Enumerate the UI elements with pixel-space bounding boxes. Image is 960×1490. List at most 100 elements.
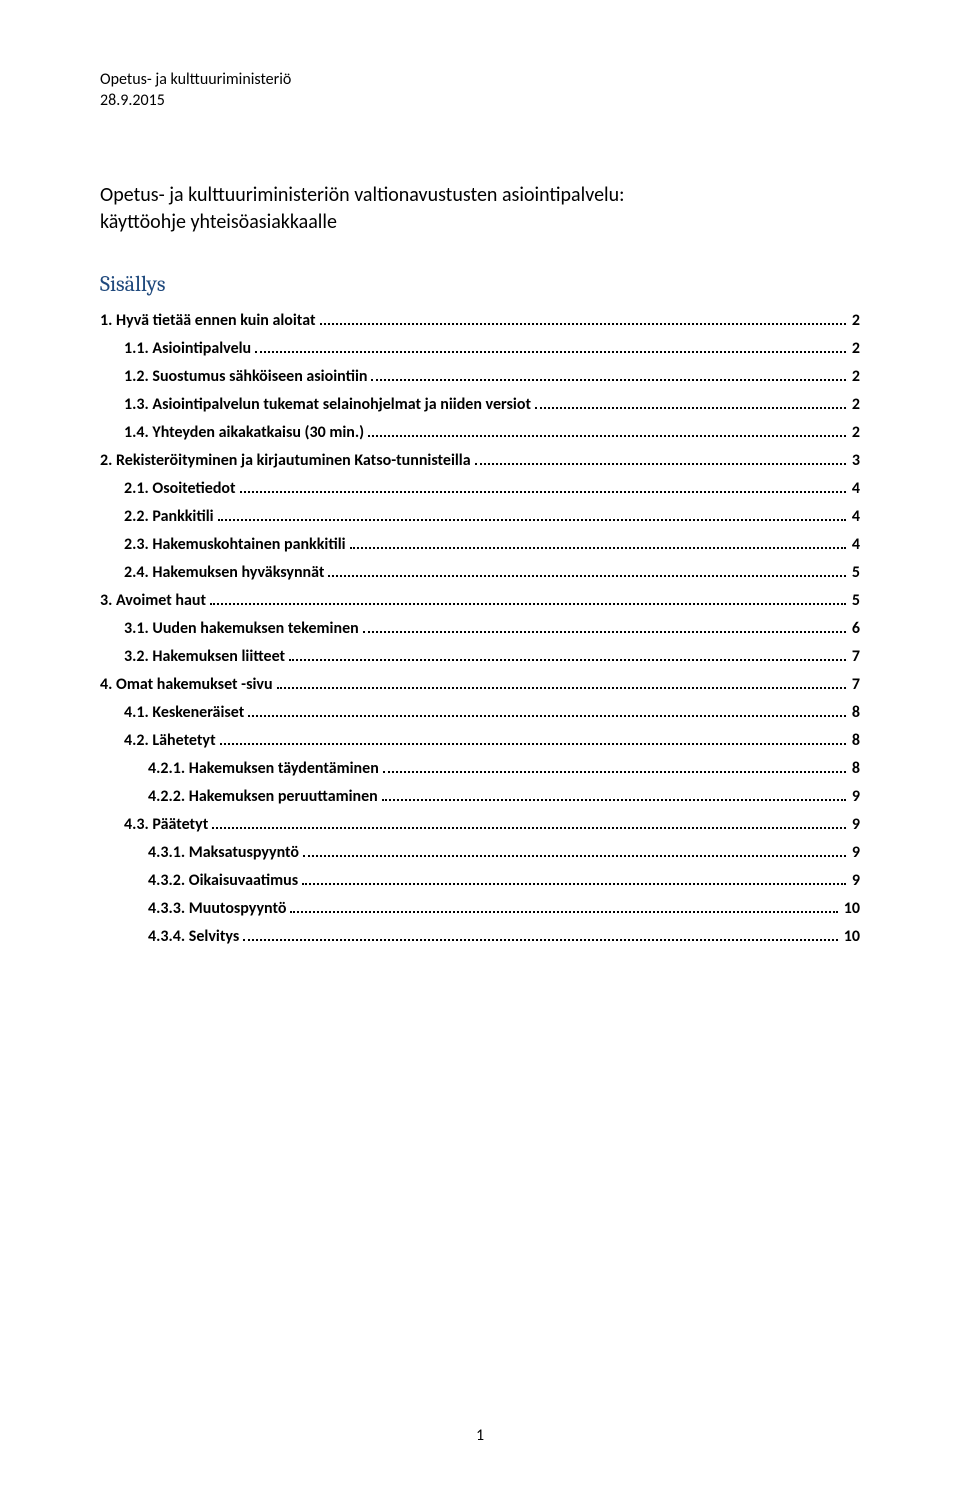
toc-entry: 2.2. Pankkitili 4 <box>100 507 860 526</box>
toc-entry-label: 4.2.2. Hakemuksen peruuttaminen <box>148 787 378 806</box>
toc-entry: 2. Rekisteröityminen ja kirjautuminen Ka… <box>100 451 860 470</box>
toc-entry-page: 9 <box>850 871 860 890</box>
toc-entry-page: 7 <box>850 675 860 694</box>
toc-entry-label: 2.3. Hakemuskohtainen pankkitili <box>124 535 346 554</box>
toc-entry: 2.1. Osoitetiedot 4 <box>100 479 860 498</box>
toc-entry-page: 9 <box>850 843 860 862</box>
toc-dot-leader <box>220 743 846 745</box>
toc-entry: 2.4. Hakemuksen hyväksynnät 5 <box>100 563 860 582</box>
toc-entry: 2.3. Hakemuskohtainen pankkitili 4 <box>100 535 860 554</box>
toc-dot-leader <box>303 855 846 857</box>
toc-entry: 4.1. Keskeneräiset 8 <box>100 703 860 722</box>
toc-entry-page: 3 <box>850 451 860 470</box>
toc-entry-page: 4 <box>850 535 860 554</box>
toc-entry-page: 2 <box>850 367 860 386</box>
toc-entry-page: 10 <box>842 899 860 918</box>
toc-dot-leader <box>350 547 846 549</box>
toc-entry-label: 4.3.4. Selvitys <box>148 927 239 946</box>
toc-entry: 1.4. Yhteyden aikakatkaisu (30 min.) 2 <box>100 423 860 442</box>
toc-dot-leader <box>363 631 846 633</box>
toc-entry: 1.1. Asiointipalvelu 2 <box>100 339 860 358</box>
toc-dot-leader <box>328 575 845 577</box>
toc-entry-page: 8 <box>850 759 860 778</box>
toc-dot-leader <box>368 435 846 437</box>
toc-entry-label: 4.1. Keskeneräiset <box>124 703 244 722</box>
toc-entry-page: 4 <box>850 479 860 498</box>
toc-entry-page: 8 <box>850 703 860 722</box>
toc-dot-leader <box>212 827 846 829</box>
table-of-contents: 1. Hyvä tietää ennen kuin aloitat21.1. A… <box>100 311 860 946</box>
toc-dot-leader <box>383 771 846 773</box>
toc-entry-label: 4. Omat hakemukset -sivu <box>100 675 273 694</box>
toc-entry-label: 2.4. Hakemuksen hyväksynnät <box>124 563 324 582</box>
toc-dot-leader <box>218 519 846 521</box>
document-header: Opetus- ja kulttuuriministeriö 28.9.2015 <box>100 70 860 112</box>
toc-entry-page: 7 <box>850 647 860 666</box>
toc-entry: 4.3.2. Oikaisuvaatimus 9 <box>100 871 860 890</box>
toc-entry-label: 4.3.1. Maksatuspyyntö <box>148 843 299 862</box>
toc-entry-page: 9 <box>850 787 860 806</box>
toc-entry-label: 2.2. Pankkitili <box>124 507 214 526</box>
toc-dot-leader <box>210 603 846 605</box>
toc-entry-label: 1.4. Yhteyden aikakatkaisu (30 min.) <box>124 423 364 442</box>
toc-entry-label: 2. Rekisteröityminen ja kirjautuminen Ka… <box>100 451 471 470</box>
toc-entry-label: 1.1. Asiointipalvelu <box>124 339 251 358</box>
toc-entry-page: 8 <box>850 731 860 750</box>
toc-dot-leader <box>320 323 846 325</box>
toc-entry-page: 2 <box>850 423 860 442</box>
toc-dot-leader <box>289 659 846 661</box>
toc-entry-page: 2 <box>850 339 860 358</box>
toc-entry-page: 2 <box>850 311 860 330</box>
toc-dot-leader <box>240 491 846 493</box>
toc-dot-leader <box>302 883 846 885</box>
toc-dot-leader <box>371 379 845 381</box>
toc-dot-leader <box>535 407 846 409</box>
toc-dot-leader <box>475 463 846 465</box>
toc-entry: 4.3.3. Muutospyyntö 10 <box>100 899 860 918</box>
toc-entry: 1. Hyvä tietää ennen kuin aloitat 2 <box>100 311 860 330</box>
document-title: Opetus- ja kulttuuriministeriön valtiona… <box>100 182 860 236</box>
toc-entry-label: 4.3.3. Muutospyyntö <box>148 899 286 918</box>
toc-dot-leader <box>243 939 838 941</box>
toc-entry-label: 3. Avoimet haut <box>100 591 206 610</box>
toc-entry: 4.2.2. Hakemuksen peruuttaminen 9 <box>100 787 860 806</box>
toc-entry-page: 4 <box>850 507 860 526</box>
toc-entry-label: 4.3. Päätetyt <box>124 815 208 834</box>
toc-dot-leader <box>277 687 846 689</box>
toc-heading: Sisällys <box>100 271 860 297</box>
toc-entry-page: 10 <box>842 927 860 946</box>
toc-entry-label: 1.2. Suostumus sähköiseen asiointiin <box>124 367 367 386</box>
toc-entry-page: 5 <box>850 563 860 582</box>
toc-entry-label: 3.1. Uuden hakemuksen tekeminen <box>124 619 359 638</box>
toc-entry: 4.2. Lähetetyt 8 <box>100 731 860 750</box>
toc-entry-label: 1. Hyvä tietää ennen kuin aloitat <box>100 311 316 330</box>
toc-entry-label: 4.2. Lähetetyt <box>124 731 216 750</box>
page-number: 1 <box>476 1426 484 1445</box>
title-line-2: käyttöohje yhteisöasiakkaalle <box>100 209 860 236</box>
toc-dot-leader <box>255 351 846 353</box>
toc-entry: 1.3. Asiointipalvelun tukemat selainohje… <box>100 395 860 414</box>
toc-entry-label: 4.2.1. Hakemuksen täydentäminen <box>148 759 379 778</box>
toc-dot-leader <box>290 911 837 913</box>
toc-entry-label: 2.1. Osoitetiedot <box>124 479 236 498</box>
toc-entry-label: 3.2. Hakemuksen liitteet <box>124 647 285 666</box>
organization-name: Opetus- ja kulttuuriministeriö <box>100 70 860 91</box>
toc-dot-leader <box>248 715 846 717</box>
toc-entry-label: 4.3.2. Oikaisuvaatimus <box>148 871 298 890</box>
toc-entry: 3.2. Hakemuksen liitteet 7 <box>100 647 860 666</box>
toc-entry: 1.2. Suostumus sähköiseen asiointiin 2 <box>100 367 860 386</box>
toc-entry-page: 9 <box>850 815 860 834</box>
toc-dot-leader <box>382 799 846 801</box>
toc-entry-page: 5 <box>850 591 860 610</box>
toc-entry: 4.3.1. Maksatuspyyntö 9 <box>100 843 860 862</box>
toc-entry-page: 6 <box>850 619 860 638</box>
toc-entry: 3. Avoimet haut 5 <box>100 591 860 610</box>
toc-entry: 4. Omat hakemukset -sivu 7 <box>100 675 860 694</box>
toc-entry: 4.3. Päätetyt 9 <box>100 815 860 834</box>
toc-entry: 4.3.4. Selvitys 10 <box>100 927 860 946</box>
toc-entry-page: 2 <box>850 395 860 414</box>
toc-entry: 4.2.1. Hakemuksen täydentäminen 8 <box>100 759 860 778</box>
toc-entry: 3.1. Uuden hakemuksen tekeminen 6 <box>100 619 860 638</box>
toc-entry-label: 1.3. Asiointipalvelun tukemat selainohje… <box>124 395 531 414</box>
document-date: 28.9.2015 <box>100 91 860 112</box>
